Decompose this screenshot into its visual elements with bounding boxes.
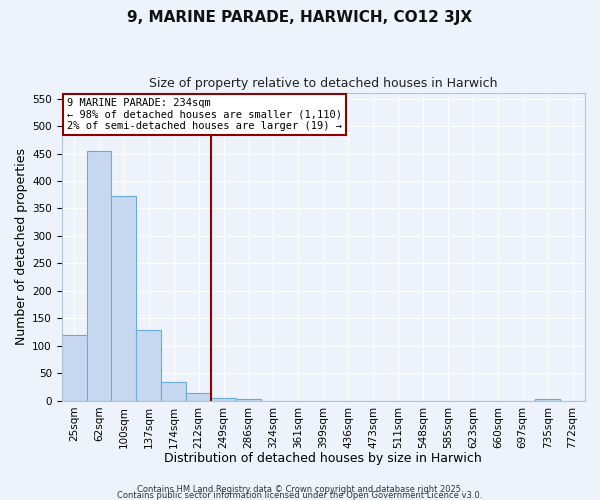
Text: 9, MARINE PARADE, HARWICH, CO12 3JX: 9, MARINE PARADE, HARWICH, CO12 3JX [127, 10, 473, 25]
Bar [211, 398, 236, 401]
Text: 9 MARINE PARADE: 234sqm
← 98% of detached houses are smaller (1,110)
2% of semi-: 9 MARINE PARADE: 234sqm ← 98% of detache… [67, 98, 342, 131]
Bar [535, 399, 560, 401]
Bar [161, 382, 186, 401]
Bar [186, 393, 211, 401]
Bar [86, 151, 112, 401]
Text: Contains HM Land Registry data © Crown copyright and database right 2025.: Contains HM Land Registry data © Crown c… [137, 485, 463, 494]
Y-axis label: Number of detached properties: Number of detached properties [15, 148, 28, 346]
X-axis label: Distribution of detached houses by size in Harwich: Distribution of detached houses by size … [164, 452, 482, 465]
Bar [62, 335, 86, 401]
Bar [136, 330, 161, 401]
Bar [236, 398, 261, 401]
Text: Contains public sector information licensed under the Open Government Licence v3: Contains public sector information licen… [118, 491, 482, 500]
Bar [112, 196, 136, 401]
Title: Size of property relative to detached houses in Harwich: Size of property relative to detached ho… [149, 78, 497, 90]
